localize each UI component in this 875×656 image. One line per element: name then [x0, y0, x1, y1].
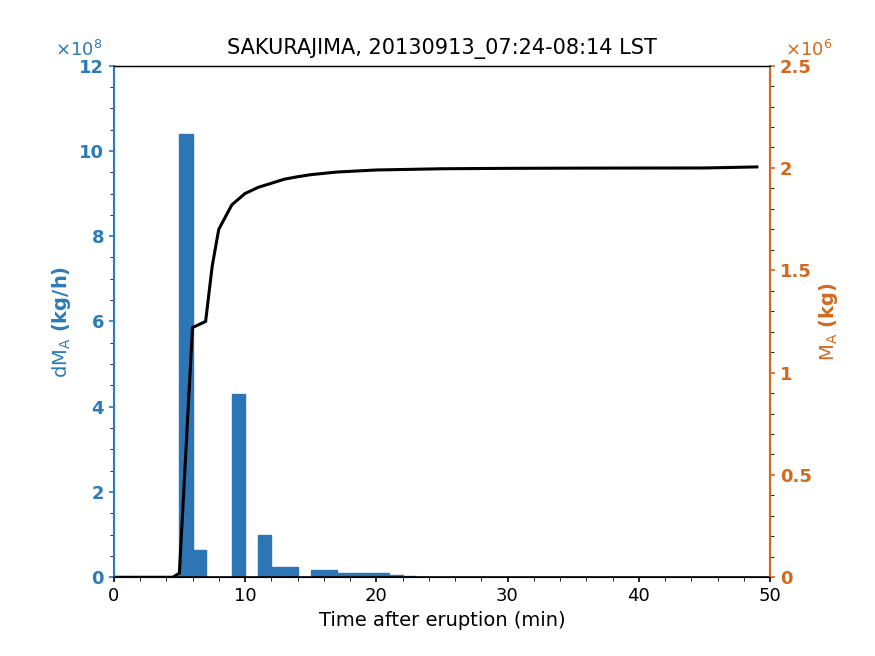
Bar: [389, 575, 402, 577]
Bar: [179, 134, 192, 577]
Title: SAKURAJIMA, 20130913_07:24-08:14 LST: SAKURAJIMA, 20130913_07:24-08:14 LST: [227, 39, 657, 60]
Bar: [402, 575, 416, 577]
Bar: [192, 550, 206, 577]
Bar: [284, 567, 298, 577]
Text: $\times 10^6$: $\times 10^6$: [785, 41, 832, 60]
Y-axis label: $\mathrm{M_A}$ (kg): $\mathrm{M_A}$ (kg): [817, 282, 840, 361]
Bar: [363, 573, 389, 577]
Y-axis label: $\mathrm{dM_A}$ (kg/h): $\mathrm{dM_A}$ (kg/h): [51, 266, 74, 377]
Bar: [311, 571, 337, 577]
X-axis label: Time after eruption (min): Time after eruption (min): [318, 611, 565, 630]
Bar: [337, 573, 363, 577]
Bar: [232, 394, 245, 577]
Text: $\times 10^8$: $\times 10^8$: [54, 41, 102, 60]
Bar: [271, 567, 284, 577]
Bar: [258, 535, 271, 577]
